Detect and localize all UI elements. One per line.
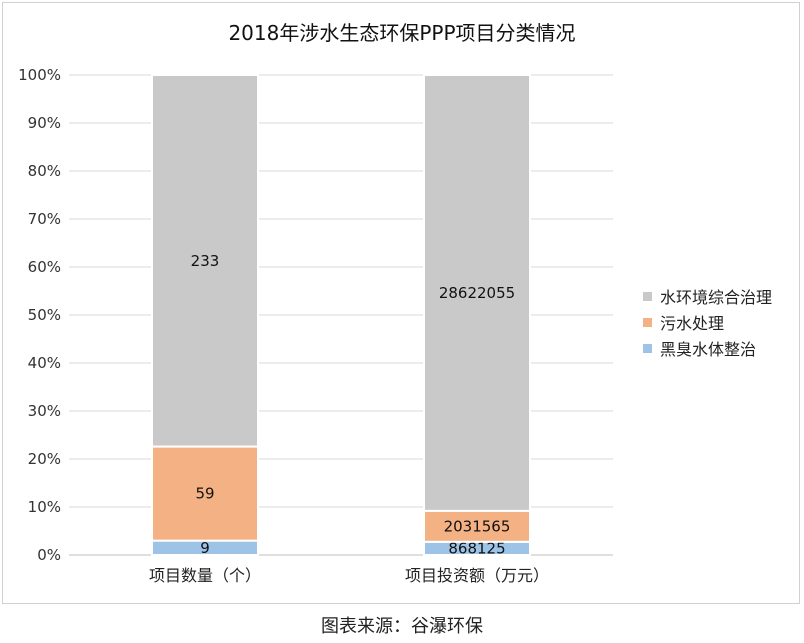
legend-swatch [643,343,652,353]
legend-swatch [643,291,652,301]
chart-frame: 2018年涉水生态环保PPP项目分类情况 0% 10% 20% 30% 40% 50% 60… [2,2,800,604]
y-tick-label: 30% [28,402,61,420]
data-label: 9 [200,539,210,557]
x-tick-label: 项目数量（个） [149,566,261,585]
chart-title: 2018年涉水生态环保PPP项目分类情况 [228,21,576,45]
y-tick-label: 40% [28,354,61,372]
source-note: 图表来源：谷瀑环保 [321,616,483,637]
legend-swatch [643,317,652,327]
x-tick-label: 项目投资额（万元） [405,566,549,585]
legend-item: 污水处理 [643,309,772,335]
bar-segment [151,445,259,542]
data-label: 868125 [448,539,505,557]
legend-label: 水环境综合治理 [660,288,773,307]
data-label: 2031565 [444,517,511,535]
legend-item: 水环境综合治理 [643,283,772,309]
y-tick-label: 10% [28,498,61,516]
legend-label: 污水处理 [660,314,725,333]
y-tick-label: 80% [28,162,61,180]
legend-item: 黑臭水体整治 [643,335,772,361]
legend: 水环境综合治理 污水处理 黑臭水体整治 [643,283,772,361]
y-tick-label: 100% [18,66,61,84]
stacked-bar-chart: 0% 10% 20% 30% 40% 50% 60% 70% 80% 90% 100% 9 59 233 项… [18,66,613,585]
legend-label: 黑臭水体整治 [660,340,757,359]
bar-segment [423,509,531,543]
y-tick-label: 60% [28,258,61,276]
data-label: 233 [191,252,220,270]
y-tick-label: 50% [28,306,61,324]
y-tick-label: 20% [28,450,61,468]
data-label: 59 [195,485,214,503]
data-label: 28622055 [439,284,515,302]
y-tick-label: 70% [28,210,61,228]
bar-segment [151,74,259,448]
bar-segment [423,74,531,512]
y-tick-label: 90% [28,114,61,132]
y-tick-label: 0% [37,546,61,564]
